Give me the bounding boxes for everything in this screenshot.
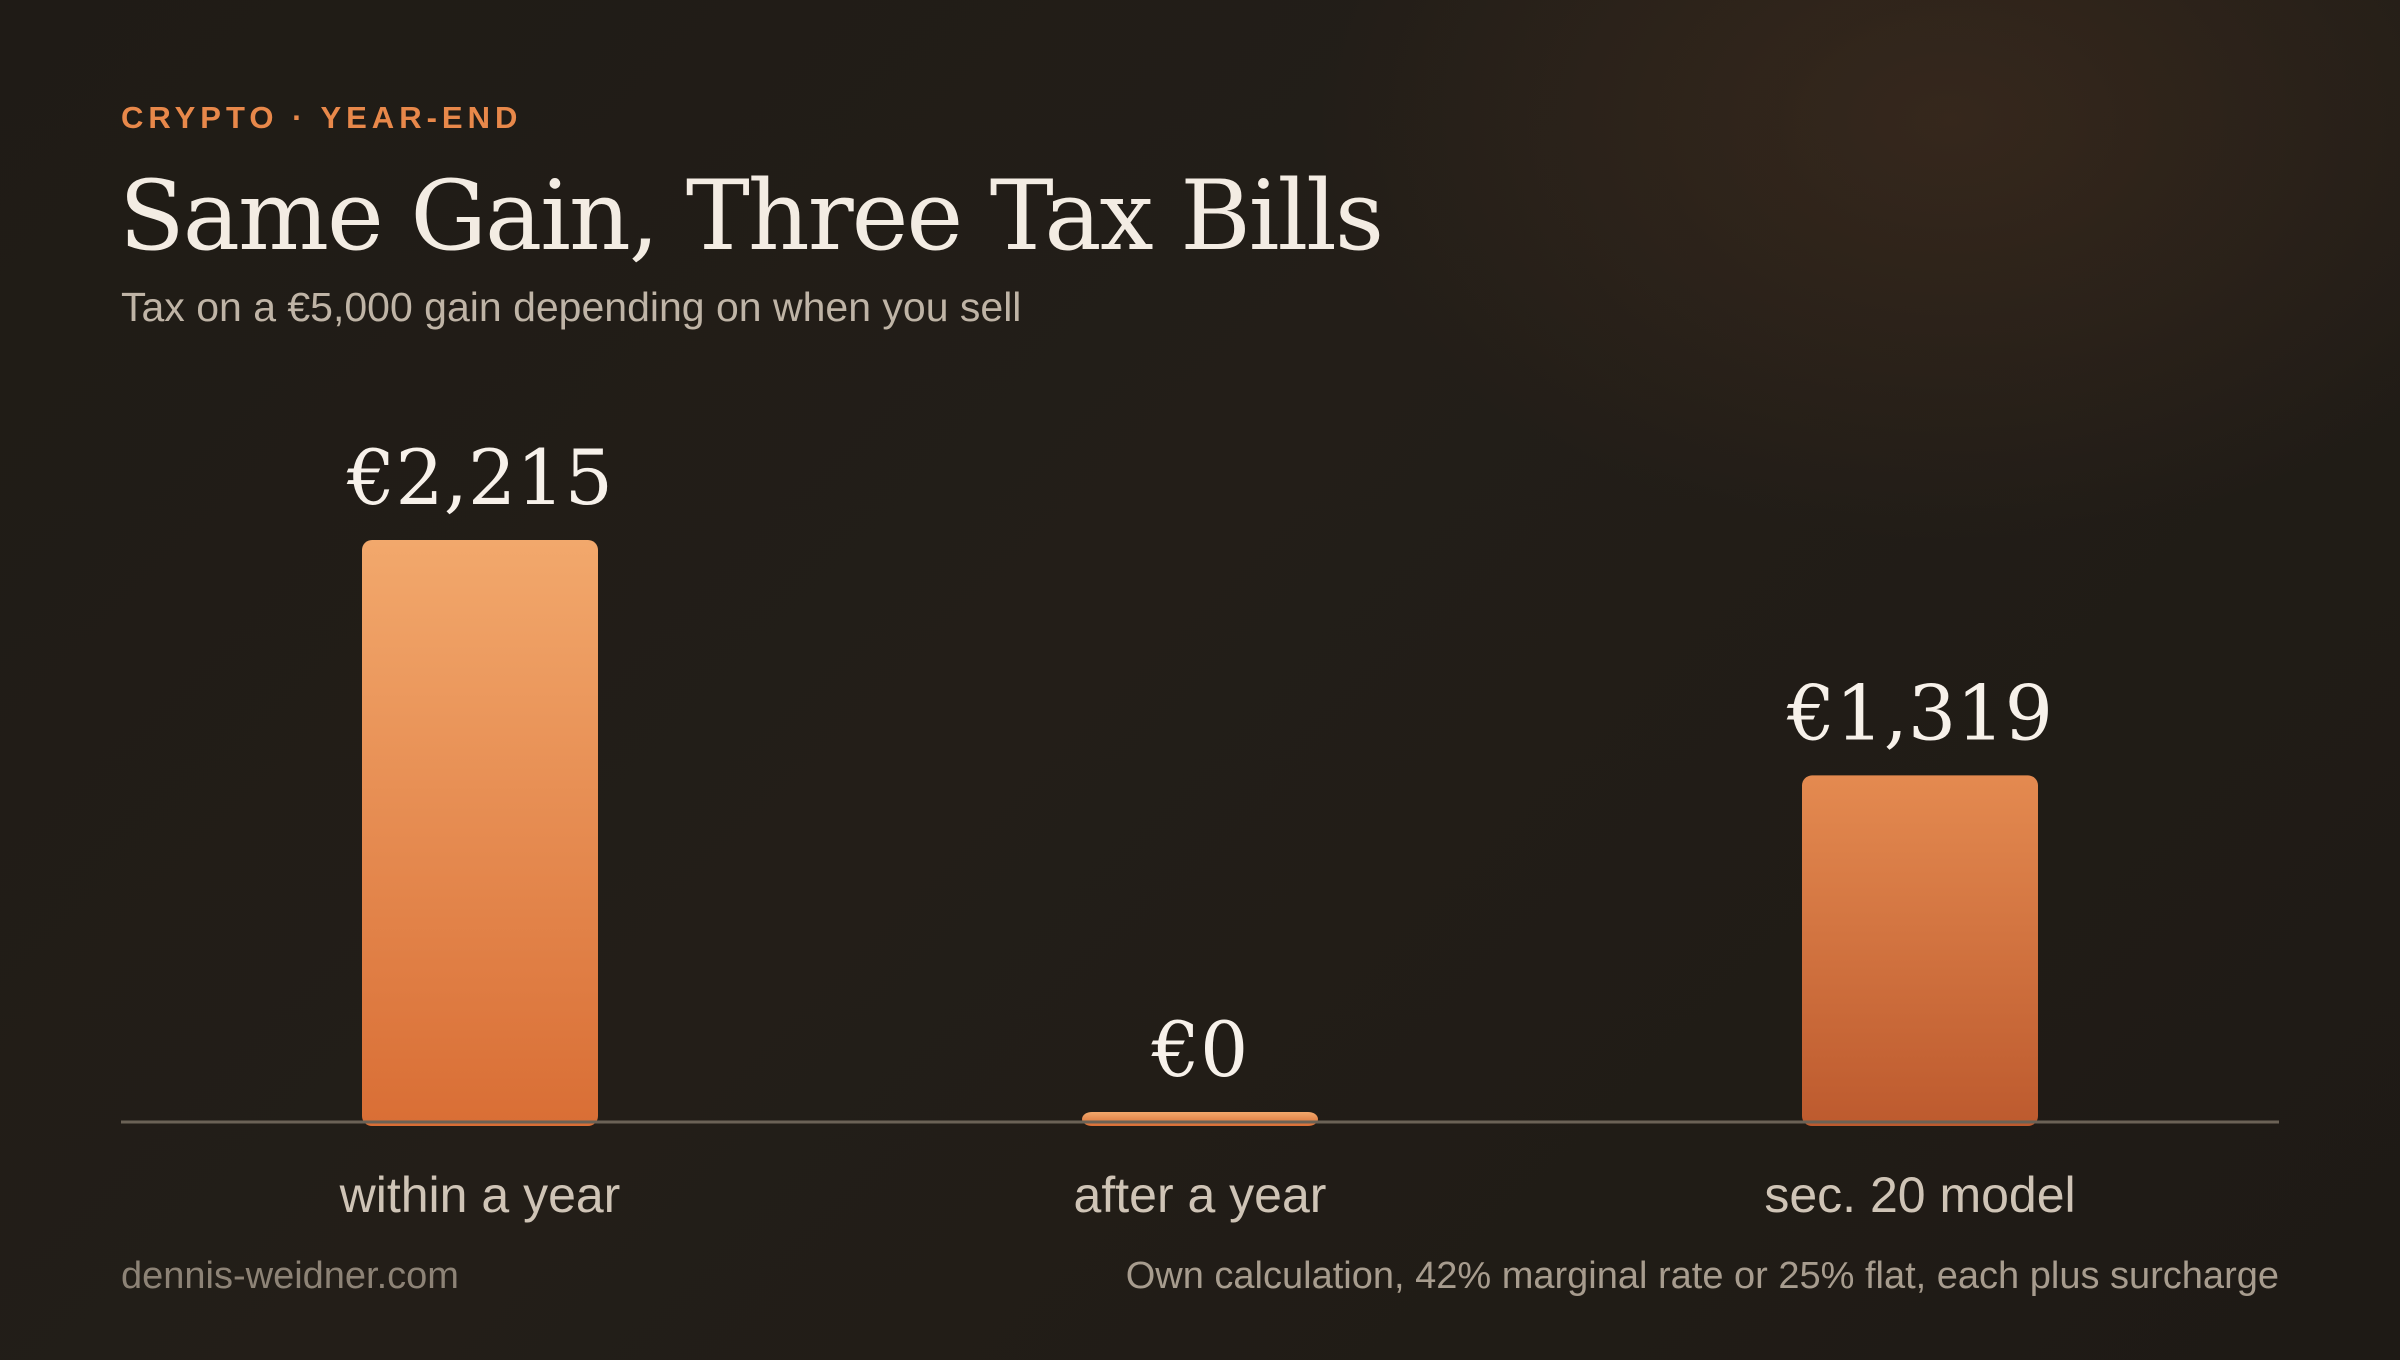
category-label-3: sec. 20 model xyxy=(1764,1167,2075,1223)
bar-1 xyxy=(362,540,598,1126)
category-label-1: within a year xyxy=(339,1167,621,1223)
footer-site: dennis-weidner.com xyxy=(121,1255,459,1297)
value-label-3: €1,319 xyxy=(1786,668,2053,757)
category-label-2: after a year xyxy=(1074,1167,1327,1223)
kicker: CRYPTO · YEAR-END xyxy=(121,100,523,135)
bar-3 xyxy=(1802,775,2038,1126)
footer-source: Own calculation, 42% marginal rate or 25… xyxy=(1125,1255,2279,1297)
value-label-1: €2,215 xyxy=(346,433,613,522)
bar-2 xyxy=(1082,1112,1318,1126)
chart-title: Same Gain, Three Tax Bills xyxy=(119,160,1384,272)
chart-subtitle: Tax on a €5,000 gain depending on when y… xyxy=(121,284,1022,330)
value-label-2: €0 xyxy=(1151,1005,1249,1094)
labels-layer: €2,215 within a year €0 after a year €1,319 s… xyxy=(339,433,2076,1223)
bars-layer xyxy=(362,540,2038,1126)
